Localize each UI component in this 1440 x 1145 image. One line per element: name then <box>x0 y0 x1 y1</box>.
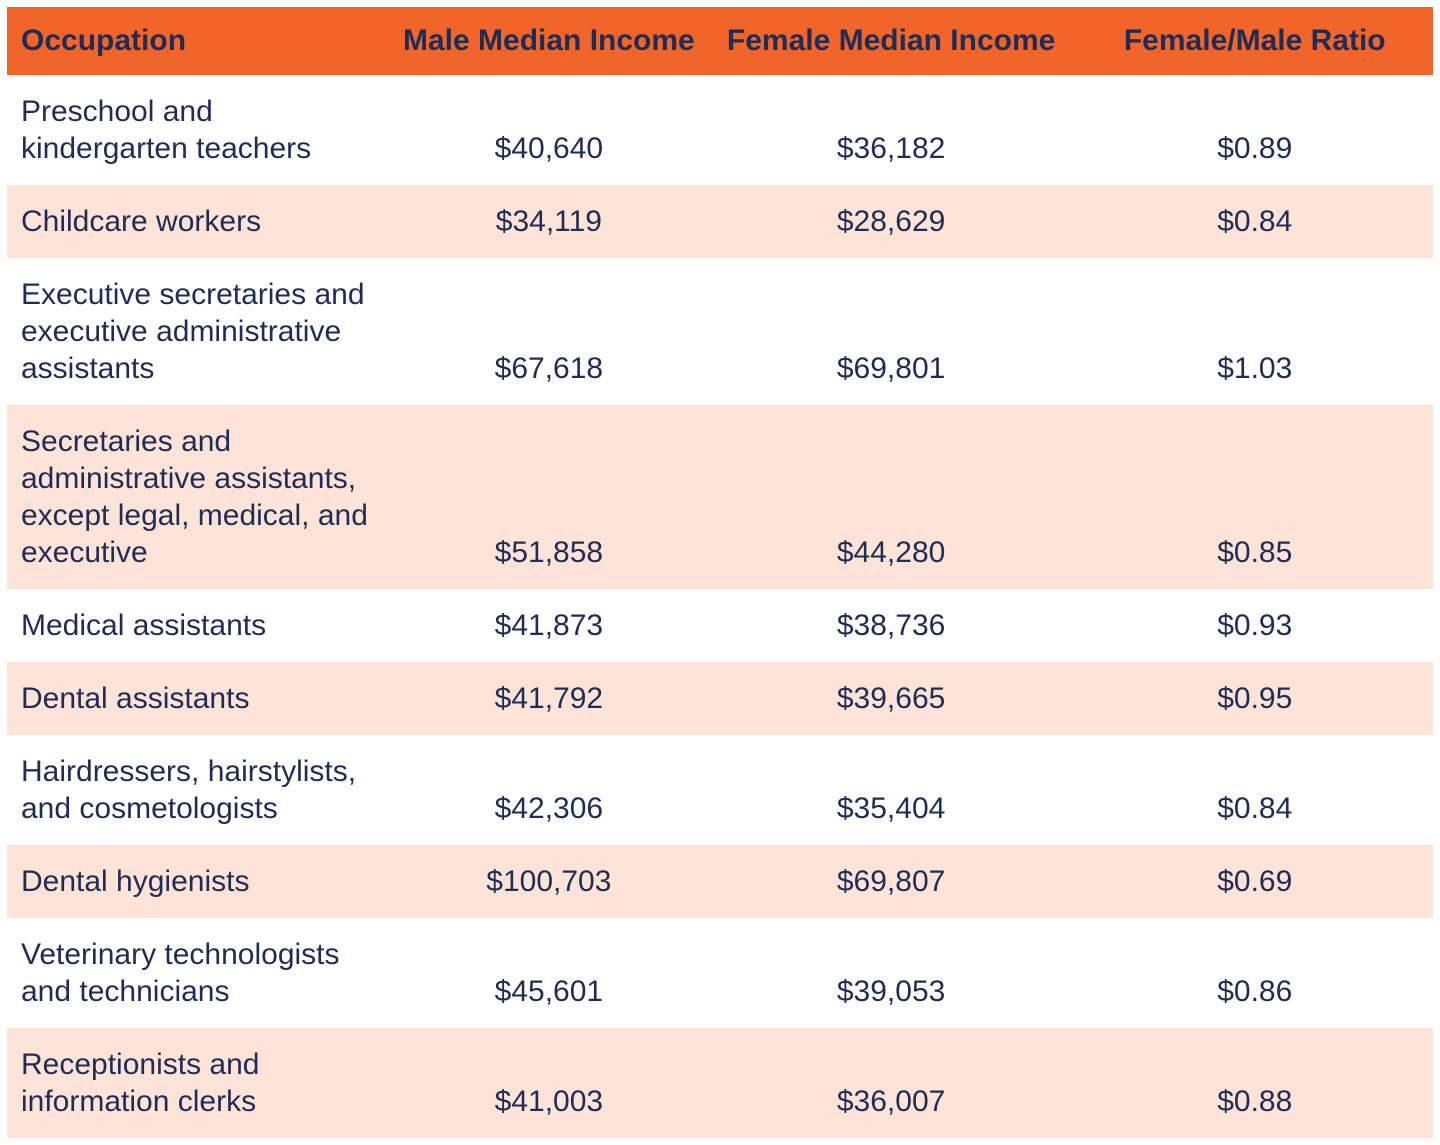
table-row: Dental assistants $41,792 $39,665 $0.95 <box>7 662 1433 735</box>
table-row: Veterinary technologists and technicians… <box>7 918 1433 1028</box>
male-income-cell: $34,119 <box>495 205 602 238</box>
male-income-cell: $51,858 <box>494 536 604 569</box>
occupation-cell: Medical assistants <box>21 609 267 642</box>
table-row: Preschool and kindergarten teachers $40,… <box>7 75 1433 185</box>
male-income-cell: $42,306 <box>494 792 604 825</box>
occupation-cell: Preschool and kindergarten teachers <box>21 95 312 165</box>
ratio-cell: $0.95 <box>1217 682 1293 715</box>
female-income-cell: $39,665 <box>836 682 946 715</box>
female-income-cell: $44,280 <box>836 536 946 569</box>
female-income-cell: $35,404 <box>836 792 946 825</box>
ratio-cell: $0.86 <box>1217 975 1293 1008</box>
female-income-cell: $36,007 <box>836 1085 946 1118</box>
occupation-cell: Dental assistants <box>21 682 250 715</box>
male-income-cell: $40,640 <box>494 132 604 165</box>
ratio-cell: $0.89 <box>1217 132 1293 165</box>
occupation-cell: Secretaries and administrative assistant… <box>21 425 368 569</box>
ratio-cell: $0.88 <box>1217 1085 1293 1118</box>
occupation-cell: Childcare workers <box>21 205 262 238</box>
table-row: Dental hygienists $100,703 $69,807 $0.69 <box>7 845 1433 918</box>
male-income-cell: $100,703 <box>486 865 612 898</box>
female-income-cell: $69,801 <box>836 352 946 385</box>
ratio-cell: $0.69 <box>1217 865 1293 898</box>
ratio-cell: $0.84 <box>1217 205 1293 238</box>
table-row: Medical assistants $41,873 $38,736 $0.93 <box>7 589 1433 662</box>
table-row: Executive secretaries and executive admi… <box>7 258 1433 405</box>
ratio-cell: $0.93 <box>1217 609 1293 642</box>
occupation-cell: Hairdressers, hairstylists, and cosmetol… <box>21 755 357 825</box>
ratio-cell: $1.03 <box>1217 352 1293 385</box>
table-row: Receptionists and information clerks $41… <box>7 1028 1433 1138</box>
male-income-cell: $45,601 <box>494 975 604 1008</box>
ratio-cell: $0.85 <box>1217 536 1293 569</box>
occupation-cell: Executive secretaries and executive admi… <box>21 278 365 385</box>
female-income-cell: $28,629 <box>836 205 946 238</box>
female-income-cell: $39,053 <box>836 975 946 1008</box>
income-by-occupation-table: Occupation Male Median Income Female Med… <box>7 7 1433 1138</box>
male-income-cell: $41,792 <box>494 682 604 715</box>
column-header-female-median-income: Female Median Income <box>705 7 1077 75</box>
female-income-cell: $69,807 <box>836 865 946 898</box>
occupation-cell: Receptionists and information clerks <box>21 1048 260 1118</box>
occupation-cell: Veterinary technologists and technicians <box>21 938 340 1008</box>
column-header-occupation: Occupation <box>7 7 393 75</box>
ratio-cell: $0.84 <box>1217 792 1293 825</box>
table-row: Hairdressers, hairstylists, and cosmetol… <box>7 735 1433 845</box>
male-income-cell: $67,618 <box>494 352 604 385</box>
female-income-cell: $38,736 <box>836 609 946 642</box>
occupation-cell: Dental hygienists <box>21 865 250 898</box>
female-income-cell: $36,182 <box>836 132 946 165</box>
column-header-female-male-ratio: Female/Male Ratio <box>1076 7 1433 75</box>
header-row: Occupation Male Median Income Female Med… <box>7 7 1433 75</box>
table-row: Childcare workers $34,119 $28,629 $0.84 <box>7 185 1433 258</box>
male-income-cell: $41,873 <box>494 609 604 642</box>
column-header-male-median-income: Male Median Income <box>392 7 706 75</box>
table-row: Secretaries and administrative assistant… <box>7 405 1433 589</box>
male-income-cell: $41,003 <box>494 1085 604 1118</box>
